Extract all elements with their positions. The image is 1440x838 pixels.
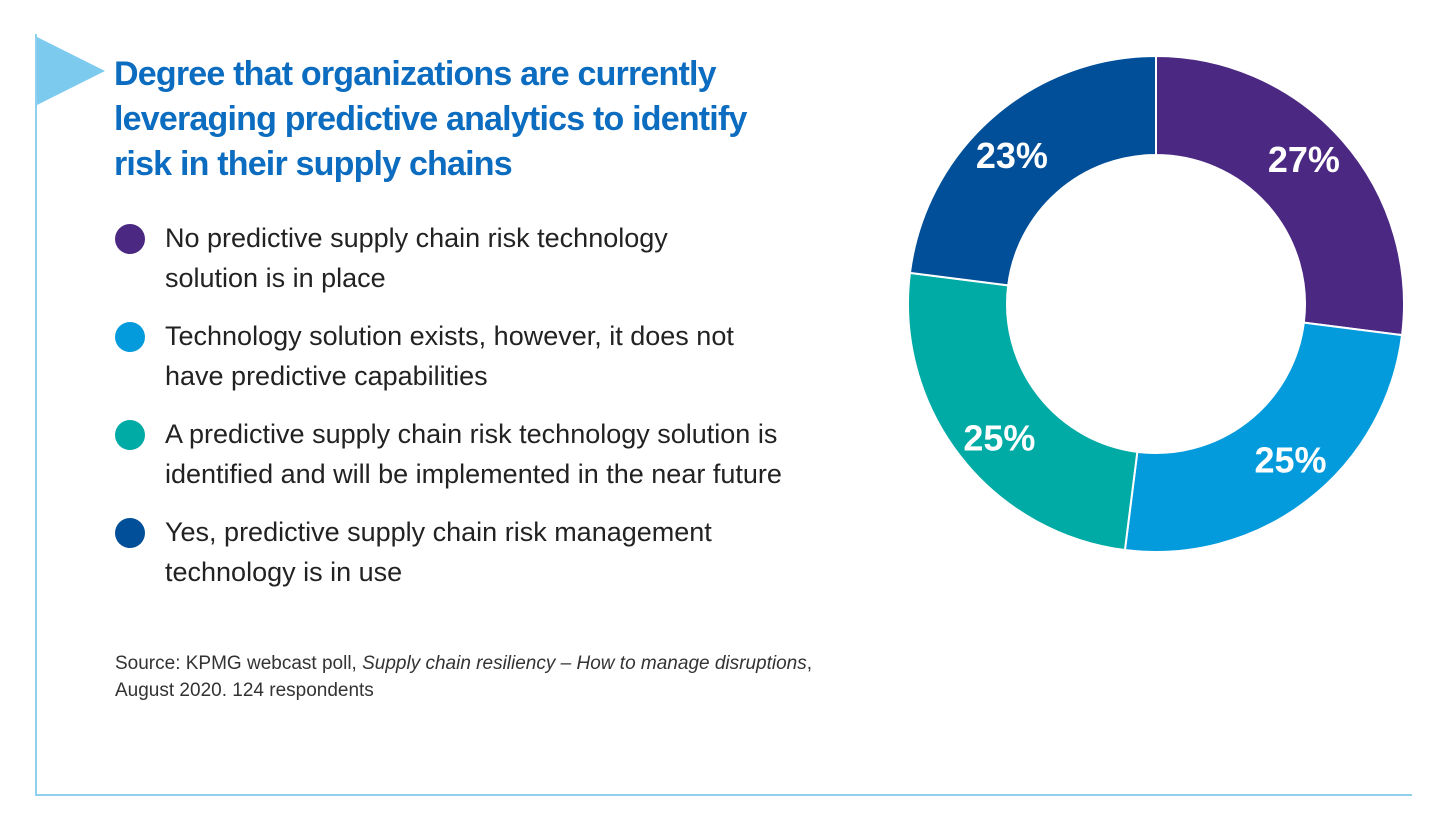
donut-slice: [907, 271, 1139, 552]
legend-item: Yes, predictive supply chain risk manage…: [115, 512, 915, 592]
legend-swatch: [115, 224, 145, 254]
legend-label: Yes, predictive supply chain risk manage…: [165, 517, 712, 547]
source-date: August 2020. 124 respondents: [115, 680, 374, 701]
legend-label: technology is in use: [165, 557, 403, 587]
legend-label: No predictive supply chain risk technolo…: [165, 223, 668, 253]
frame-left-rule: [35, 34, 37, 796]
legend-item: A predictive supply chain risk technolog…: [115, 414, 915, 494]
legend-label: solution is in place: [165, 263, 386, 293]
legend-swatch: [115, 420, 145, 450]
slice-label: 25%: [963, 418, 1035, 459]
slice-label: 25%: [1255, 440, 1327, 481]
donut-slice: [1155, 54, 1405, 337]
frame-bottom-rule: [35, 794, 1412, 796]
source-prefix: Source: KPMG webcast poll,: [115, 653, 363, 674]
legend-swatch: [115, 322, 145, 352]
legend-label: Technology solution exists, however, it …: [165, 321, 734, 351]
donut-slice: [1123, 321, 1404, 553]
title-line: Degree that organizations are currently: [114, 55, 717, 93]
slice-label: 23%: [976, 135, 1048, 176]
source-title: Supply chain resiliency – How to manage …: [362, 653, 807, 674]
source-suffix: ,: [806, 653, 813, 674]
legend: No predictive supply chain risk technolo…: [115, 218, 915, 610]
legend-swatch: [115, 518, 145, 548]
source-note: Source: KPMG webcast poll, Supply chain …: [115, 650, 812, 704]
title-line: leveraging predictive analytics to ident…: [114, 100, 747, 138]
legend-label: identified and will be implemented in th…: [165, 459, 782, 489]
legend-item: Technology solution exists, however, it …: [115, 316, 915, 396]
chart-title: Degree that organizations are currently …: [114, 52, 894, 187]
legend-label: have predictive capabilities: [165, 361, 488, 391]
title-arrow-icon: [37, 37, 105, 105]
legend-label: A predictive supply chain risk technolog…: [165, 419, 778, 449]
title-line: risk in their supply chains: [114, 145, 513, 183]
legend-item: No predictive supply chain risk technolo…: [115, 218, 915, 298]
donut-slice: [908, 54, 1157, 287]
slice-label: 27%: [1268, 139, 1340, 180]
